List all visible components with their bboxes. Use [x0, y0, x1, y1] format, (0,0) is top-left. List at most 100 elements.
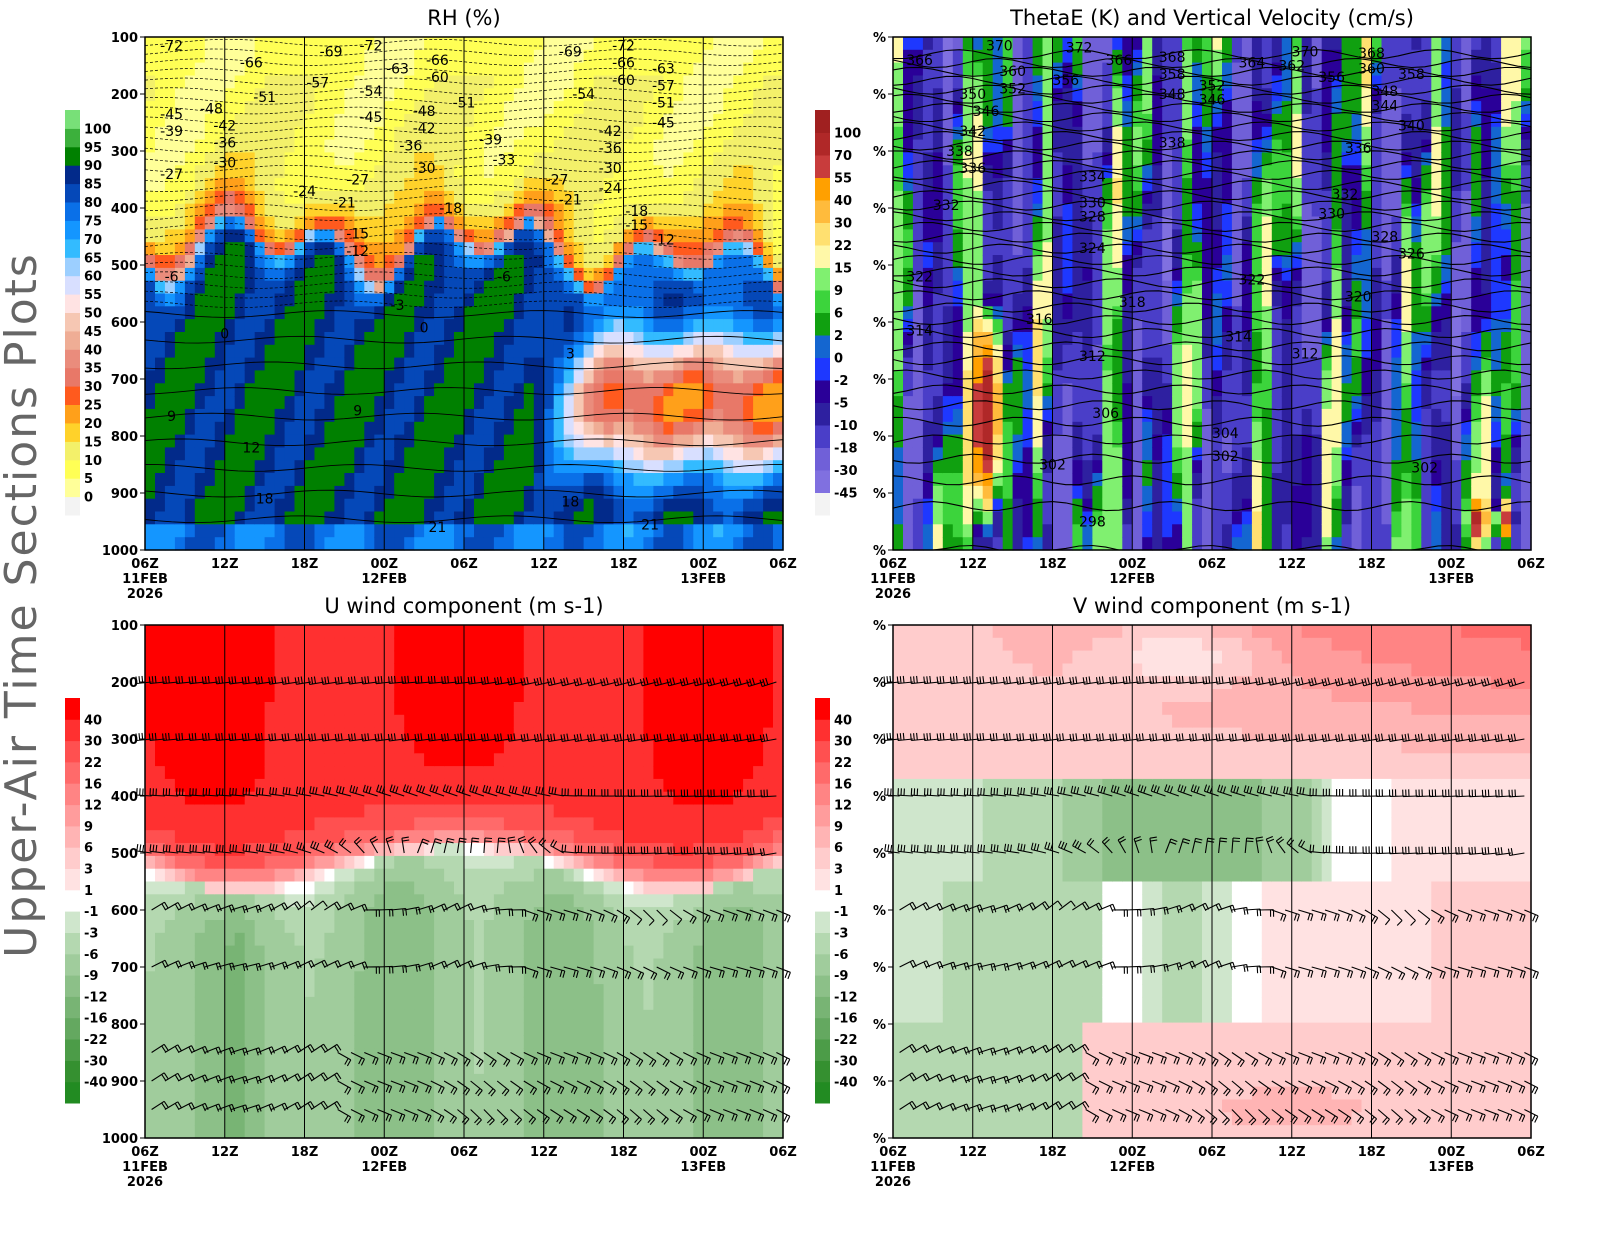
- field-cell: [1212, 114, 1223, 127]
- field-cell: [474, 447, 485, 460]
- field-cell: [1202, 268, 1213, 281]
- field-cell: [1112, 512, 1123, 525]
- field-cell: [155, 76, 166, 89]
- field-cell: [384, 152, 395, 165]
- field-cell: [315, 486, 326, 499]
- field-cell: [594, 332, 605, 345]
- field-cell: [275, 370, 286, 383]
- field-cell: [1192, 345, 1203, 358]
- field-cell: [354, 191, 365, 204]
- field-cell: [1421, 396, 1432, 409]
- field-cell: [364, 460, 375, 473]
- field-cell: [1132, 242, 1143, 255]
- contour-label: -51: [652, 96, 675, 112]
- field-cell: [743, 422, 754, 435]
- field-cell: [494, 255, 505, 268]
- field-cell: [673, 101, 684, 114]
- field-cell: [733, 319, 744, 332]
- x-date-label: 11FEB: [122, 572, 168, 587]
- field-cell: [1122, 37, 1133, 50]
- field-cell: [1142, 473, 1153, 486]
- field-cell: [973, 217, 984, 230]
- field-cell: [624, 409, 635, 422]
- field-cell: [494, 409, 505, 422]
- field-cell: [444, 37, 455, 50]
- field-cell: [394, 345, 405, 358]
- field-cell: [195, 294, 206, 307]
- field-cell: [683, 358, 694, 371]
- field-cell: [1342, 524, 1353, 537]
- field-cell: [683, 50, 694, 63]
- field-cell: [963, 229, 974, 242]
- field-cell: [1162, 268, 1173, 281]
- field-cell: [763, 76, 774, 89]
- field-cell: [993, 281, 1004, 294]
- field-cell: [893, 447, 904, 460]
- field-cell: [1212, 486, 1223, 499]
- field-cell: [743, 319, 754, 332]
- field-cell: [544, 268, 555, 281]
- field-cell: [1172, 345, 1183, 358]
- field-cell: [773, 268, 784, 281]
- field-cell: [1312, 229, 1323, 242]
- field-cell: [983, 294, 994, 307]
- field-cell: [683, 217, 694, 230]
- colorbar-label: 60: [84, 270, 102, 285]
- field-cell: [534, 422, 545, 435]
- field-cell: [1431, 345, 1442, 358]
- field-cell: [973, 255, 984, 268]
- field-cell: [1302, 306, 1313, 319]
- colorbar-swatch: [65, 331, 80, 350]
- field-cell: [145, 229, 156, 242]
- field-cell: [1043, 101, 1054, 114]
- field-cell: [424, 345, 435, 358]
- field-cell: [1292, 152, 1303, 165]
- field-cell: [1043, 268, 1054, 281]
- field-cell: [544, 140, 555, 153]
- field-cell: [663, 281, 674, 294]
- field-cell: [1112, 229, 1123, 242]
- field-cell: [624, 165, 635, 178]
- field-cell: [354, 512, 365, 525]
- field-cell: [763, 370, 774, 383]
- field-cell: [484, 63, 495, 76]
- field-cell: [1212, 319, 1223, 332]
- field-cell: [295, 524, 306, 537]
- x-date-label: 13FEB: [680, 572, 726, 587]
- field-cell: [414, 447, 425, 460]
- field-cell: [1292, 178, 1303, 191]
- field-cell: [983, 242, 994, 255]
- field-cell: [1362, 422, 1373, 435]
- field-cell: [663, 524, 674, 537]
- field-cell: [1222, 294, 1233, 307]
- field-cell: [514, 537, 525, 550]
- field-cell: [1033, 422, 1044, 435]
- field-cell: [1282, 242, 1293, 255]
- field-cell: [723, 229, 734, 242]
- field-cell: [663, 358, 674, 371]
- field-cell: [364, 152, 375, 165]
- field-cell: [1252, 370, 1263, 383]
- field-cell: [1063, 319, 1074, 332]
- field-cell: [1411, 191, 1422, 204]
- field-cell: [1212, 306, 1223, 319]
- field-cell: [943, 409, 954, 422]
- field-cell: [1272, 255, 1283, 268]
- field-cell: [514, 499, 525, 512]
- field-cell: [993, 140, 1004, 153]
- field-cell: [773, 76, 784, 89]
- field-cell: [145, 460, 156, 473]
- field-cell: [1082, 88, 1093, 101]
- field-cell: [414, 537, 425, 550]
- field-cell: [205, 37, 216, 50]
- field-cell: [1122, 127, 1133, 140]
- field-cell: [315, 435, 326, 448]
- field-cell: [265, 294, 276, 307]
- field-cell: [484, 114, 495, 127]
- field-cell: [364, 294, 375, 307]
- field-cell: [205, 537, 216, 550]
- field-cell: [1182, 524, 1193, 537]
- field-cell: [334, 447, 345, 460]
- field-cell: [544, 152, 555, 165]
- field-cell: [1242, 88, 1253, 101]
